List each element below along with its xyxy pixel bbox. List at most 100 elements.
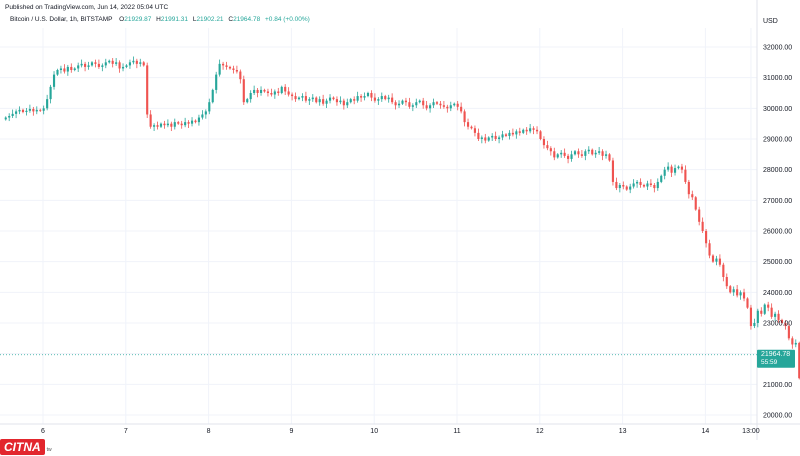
candle	[121, 63, 125, 72]
candle-body	[656, 181, 659, 189]
candle-body	[349, 99, 352, 103]
candle	[21, 108, 25, 114]
candle-body	[318, 99, 321, 103]
candle	[111, 58, 114, 68]
candle-body	[59, 68, 63, 70]
candle	[42, 105, 45, 115]
candle-body	[332, 97, 335, 100]
x-tick-label: 9	[289, 428, 293, 435]
candle	[798, 341, 800, 380]
candle-body	[239, 71, 242, 80]
candle-body	[729, 286, 732, 293]
candle-body	[615, 181, 618, 189]
candle-body	[639, 181, 642, 185]
candle-body	[284, 86, 287, 92]
candle-body	[408, 102, 411, 107]
candle-body	[573, 151, 577, 155]
candle-body	[342, 100, 345, 106]
candle	[518, 127, 521, 136]
grid	[0, 0, 800, 440]
candle-body	[753, 323, 756, 327]
candle-body	[84, 63, 87, 67]
candle	[332, 96, 335, 101]
y-tick-label: 29000.00	[763, 137, 792, 144]
candle	[422, 97, 425, 109]
candle-body	[15, 111, 18, 114]
candle-body	[139, 62, 142, 64]
y-tick-label: 31000.00	[763, 75, 792, 82]
price-axis[interactable]: 32000.00 31000.00 30000.00 29000.00 28000.00…	[763, 45, 792, 420]
low-value: 21902.21	[196, 16, 223, 23]
candle	[684, 165, 687, 184]
candle	[97, 59, 100, 69]
candle-body	[401, 100, 404, 104]
candle	[663, 166, 666, 180]
candle-body	[77, 65, 80, 69]
candle-body	[308, 99, 311, 101]
candle-body	[180, 123, 183, 126]
candle	[711, 254, 715, 263]
candle-body	[708, 243, 711, 256]
candle-body	[163, 123, 166, 126]
candle-body	[653, 185, 656, 189]
candle-body	[49, 86, 52, 100]
candle	[705, 229, 708, 248]
candle-body	[456, 103, 459, 107]
candle	[653, 183, 656, 193]
candle	[204, 109, 207, 119]
time-axis[interactable]: 6 7 8 9 10 11 12 13 14 13:00	[41, 428, 760, 435]
candle	[560, 150, 563, 158]
candle	[339, 96, 342, 105]
candle	[342, 98, 345, 110]
candle-body	[121, 66, 125, 69]
candle	[190, 117, 194, 127]
candle	[139, 58, 142, 67]
candle-body	[166, 123, 169, 126]
y-tick-label: 28000.00	[763, 167, 792, 174]
candle	[8, 113, 11, 122]
candle	[511, 128, 514, 137]
candle	[149, 110, 152, 129]
candle	[573, 150, 577, 156]
candle-body	[498, 137, 501, 139]
candle-body	[453, 103, 456, 106]
candle-body	[463, 111, 466, 123]
candle-body	[80, 63, 83, 66]
candle	[56, 68, 59, 76]
candle	[708, 239, 711, 259]
candle-body	[732, 289, 735, 293]
candle-body	[325, 100, 328, 104]
candle-body	[328, 97, 332, 101]
candle-body	[246, 99, 249, 103]
candle-body	[439, 103, 442, 106]
candle-body	[622, 185, 625, 187]
candle-body	[760, 310, 763, 314]
candle-body	[228, 66, 232, 69]
candle-body	[646, 183, 649, 187]
candle-body	[442, 105, 445, 107]
candle	[432, 98, 435, 109]
candle	[184, 117, 187, 128]
candle	[501, 130, 504, 141]
candle	[677, 165, 680, 170]
candle	[636, 179, 639, 188]
candle-body	[273, 91, 276, 95]
candle-body	[259, 89, 263, 93]
candle-body	[415, 102, 418, 106]
candle-body	[701, 221, 704, 231]
candle	[429, 103, 432, 113]
candle-body	[335, 99, 339, 103]
candle-body	[266, 91, 270, 93]
candle-body	[111, 60, 114, 64]
candle	[311, 94, 314, 102]
candle	[587, 146, 590, 155]
candle-body	[187, 122, 190, 124]
candle-body	[90, 62, 94, 66]
candle-body	[32, 108, 35, 112]
candle-body	[763, 304, 766, 314]
candle-body	[798, 342, 800, 379]
candle	[328, 94, 332, 104]
candle	[580, 150, 583, 158]
candle	[670, 164, 673, 178]
